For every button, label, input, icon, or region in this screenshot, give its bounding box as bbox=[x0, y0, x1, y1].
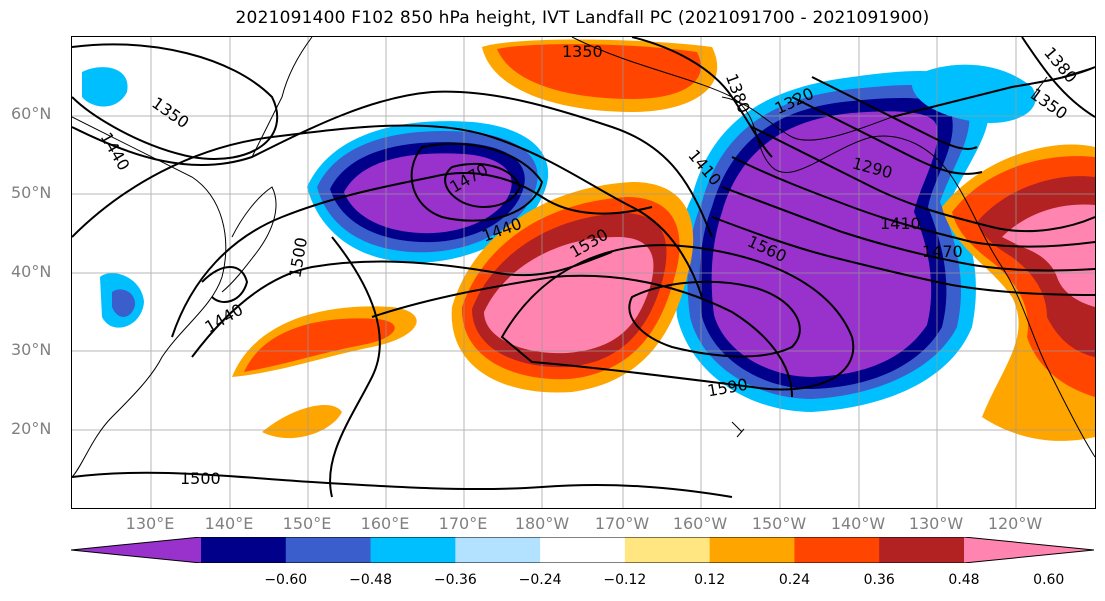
contour-label: 1350 bbox=[148, 93, 192, 132]
contour-label: 1380 bbox=[722, 71, 754, 116]
colorbar-tick-label: 0.60 bbox=[1033, 572, 1065, 588]
colorbar-segment bbox=[285, 537, 372, 563]
colorbar-segment bbox=[455, 537, 541, 563]
contour-label: 1440 bbox=[202, 300, 247, 337]
lat-label: 60°N bbox=[11, 104, 52, 123]
colorbar-segment bbox=[709, 537, 795, 563]
colorbar-extend-low bbox=[71, 537, 201, 563]
lon-label: 170°W bbox=[594, 514, 650, 533]
contour-label: 1350 bbox=[1027, 84, 1071, 123]
colorbar-tick-label: 0.48 bbox=[948, 572, 980, 588]
lon-label: 120°W bbox=[987, 514, 1043, 533]
contour-label: 1350 bbox=[562, 42, 603, 61]
colorbar-svg bbox=[70, 536, 1095, 564]
colorbar-tick-label: −0.48 bbox=[349, 572, 392, 588]
lon-label: 180°W bbox=[514, 514, 570, 533]
colorbar-extend-high bbox=[964, 537, 1094, 563]
colorbar-tick-label: −0.12 bbox=[603, 572, 647, 588]
contour-label: 1410 bbox=[880, 214, 921, 233]
colorbar-segment bbox=[794, 537, 880, 563]
contour-label: 1470 bbox=[922, 242, 963, 261]
colorbar-tick-label: 0.36 bbox=[863, 572, 895, 588]
colorbar-segment bbox=[370, 537, 456, 563]
map-panel: 1350 1350 1380 1380 1320 1350 1440 1470 … bbox=[71, 36, 1096, 509]
lat-label: 50°N bbox=[11, 183, 52, 202]
colorbar-tick-label: 0.12 bbox=[694, 572, 726, 588]
lon-label: 160°E bbox=[360, 514, 410, 533]
colorbar-tick-label: 0.24 bbox=[778, 572, 811, 588]
lon-label: 130°E bbox=[125, 514, 175, 533]
lon-label: 170°E bbox=[438, 514, 488, 533]
colorbar-tick-label: −0.60 bbox=[264, 572, 308, 588]
lat-label: 20°N bbox=[11, 419, 52, 438]
lon-label: 160°W bbox=[672, 514, 728, 533]
colorbar-segment bbox=[540, 537, 626, 563]
contour-label: 1590 bbox=[706, 375, 749, 401]
colorbar-segment bbox=[624, 537, 711, 563]
contour-label: 1500 bbox=[180, 469, 221, 488]
lon-label: 140°W bbox=[830, 514, 886, 533]
colorbar-segment bbox=[201, 537, 287, 563]
map-title: 2021091400 F102 850 hPa height, IVT Land… bbox=[235, 8, 930, 28]
lat-label: 40°N bbox=[11, 262, 52, 281]
colorbar-tick-label: −0.36 bbox=[433, 572, 477, 588]
lon-label: 150°E bbox=[282, 514, 332, 533]
colorbar-segment bbox=[879, 537, 965, 563]
colorbar-tick-label: −0.24 bbox=[518, 572, 562, 588]
lon-label: 130°W bbox=[908, 514, 964, 533]
lat-label: 30°N bbox=[11, 340, 52, 359]
lon-label: 150°W bbox=[751, 514, 807, 533]
lon-label: 140°E bbox=[204, 514, 254, 533]
height-contours bbox=[72, 37, 1095, 498]
map-plot: 1350 1350 1380 1380 1320 1350 1440 1470 … bbox=[72, 37, 1095, 508]
colorbar bbox=[70, 536, 1095, 564]
